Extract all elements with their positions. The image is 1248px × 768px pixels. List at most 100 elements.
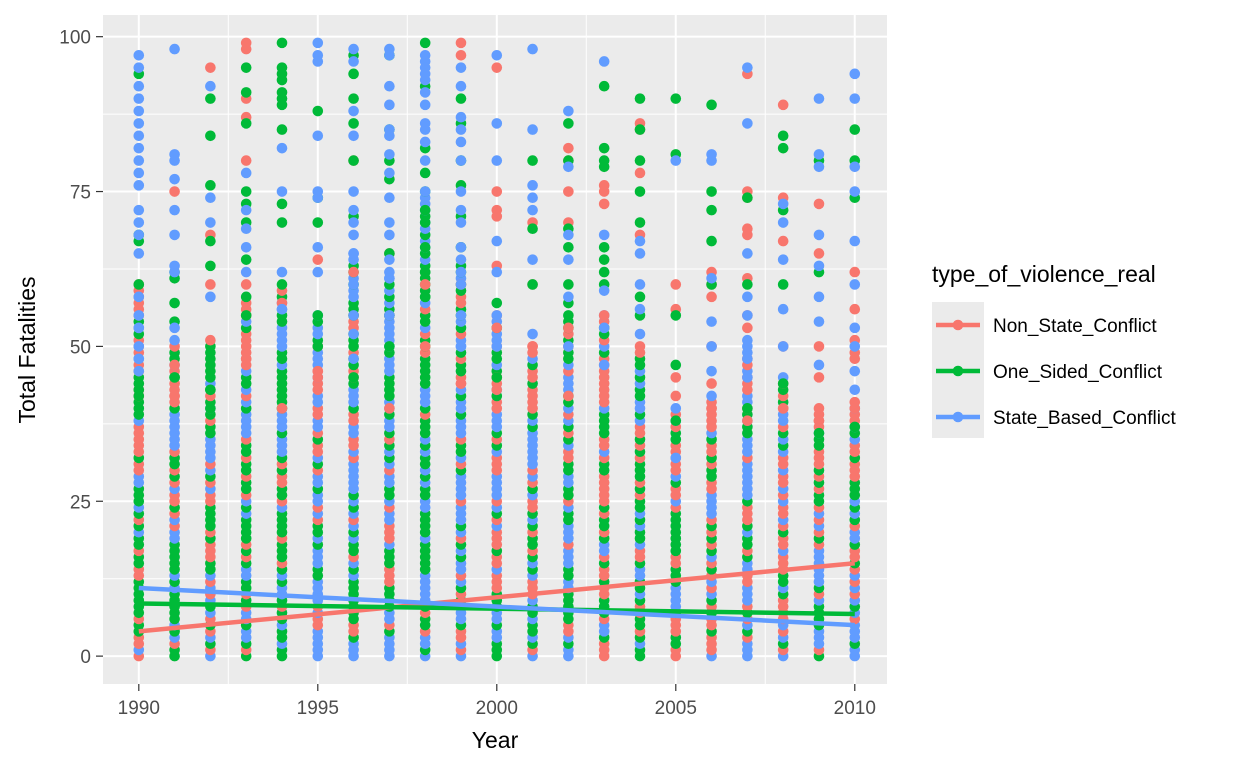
point-state-based-conflict [455, 155, 467, 166]
point-non-state-conflict [598, 198, 610, 210]
point-state-based-conflict [455, 80, 467, 92]
point-state-based-conflict [634, 279, 646, 290]
point-state-based-conflict [169, 266, 180, 278]
point-one-sided-conflict [563, 279, 574, 290]
y-tick-label: 25 [70, 492, 91, 513]
point-non-state-conflict [455, 378, 467, 389]
point-state-based-conflict [169, 155, 180, 166]
point-state-based-conflict [133, 105, 145, 117]
y-axis-title: Total Fatalities [14, 276, 40, 423]
point-state-based-conflict [419, 87, 431, 98]
point-state-based-conflict [455, 204, 467, 216]
point-state-based-conflict [706, 155, 717, 166]
point-state-based-conflict [455, 279, 467, 290]
legend-key-point [952, 365, 964, 377]
point-state-based-conflict [455, 124, 467, 135]
point-one-sided-conflict [706, 235, 717, 247]
point-state-based-conflict [670, 452, 682, 464]
point-one-sided-conflict [849, 124, 861, 135]
point-state-based-conflict [742, 372, 753, 383]
point-non-state-conflict [706, 291, 717, 303]
point-one-sided-conflict [205, 235, 216, 247]
point-non-state-conflict [205, 62, 216, 73]
point-state-based-conflict [849, 341, 861, 352]
point-one-sided-conflict [419, 204, 431, 216]
point-non-state-conflict [742, 229, 753, 241]
point-one-sided-conflict [813, 427, 825, 439]
point-state-based-conflict [742, 353, 753, 365]
point-state-based-conflict [133, 341, 145, 352]
point-state-based-conflict [742, 334, 753, 346]
point-state-based-conflict [563, 341, 574, 352]
point-state-based-conflict [348, 56, 359, 67]
point-one-sided-conflict [706, 204, 717, 216]
point-state-based-conflict [348, 186, 359, 197]
point-state-based-conflict [169, 204, 180, 216]
point-state-based-conflict [563, 291, 574, 303]
point-state-based-conflict [384, 99, 395, 111]
point-state-based-conflict [205, 217, 216, 228]
point-one-sided-conflict [491, 372, 503, 383]
point-one-sided-conflict [670, 359, 682, 371]
point-state-based-conflict [849, 322, 861, 334]
point-state-based-conflict [169, 322, 180, 334]
point-non-state-conflict [169, 359, 180, 371]
point-state-based-conflict [849, 384, 861, 396]
point-state-based-conflict [491, 266, 503, 278]
x-tick-label: 2005 [655, 698, 697, 719]
point-one-sided-conflict [240, 186, 252, 197]
point-state-based-conflict [563, 254, 574, 265]
point-state-based-conflict [384, 130, 395, 142]
point-state-based-conflict [419, 186, 431, 197]
data-points [133, 37, 861, 662]
point-one-sided-conflict [240, 291, 252, 303]
point-one-sided-conflict [276, 217, 288, 228]
x-tick-label: 1990 [118, 698, 160, 719]
point-non-state-conflict [348, 266, 359, 278]
point-non-state-conflict [563, 186, 574, 197]
point-state-based-conflict [384, 149, 395, 160]
point-one-sided-conflict [742, 403, 753, 414]
point-non-state-conflict [777, 403, 789, 414]
point-one-sided-conflict [312, 105, 324, 117]
point-state-based-conflict [598, 285, 610, 296]
point-state-based-conflict [133, 118, 145, 129]
trend-lines [138, 560, 855, 634]
point-one-sided-conflict [205, 130, 216, 142]
point-non-state-conflict [813, 248, 825, 259]
x-tick-label: 2000 [476, 698, 518, 719]
point-state-based-conflict [312, 130, 324, 142]
point-one-sided-conflict [706, 99, 717, 111]
point-one-sided-conflict [240, 254, 252, 265]
trend-line-non-state-conflict [138, 560, 855, 634]
point-one-sided-conflict [598, 80, 610, 92]
point-one-sided-conflict [419, 37, 431, 49]
legend-label: State_Based_Conflict [993, 408, 1176, 429]
point-non-state-conflict [563, 142, 574, 154]
point-one-sided-conflict [348, 372, 359, 383]
point-one-sided-conflict [205, 93, 216, 104]
point-one-sided-conflict [777, 378, 789, 389]
point-one-sided-conflict [276, 37, 288, 49]
point-one-sided-conflict [634, 93, 646, 104]
point-state-based-conflict [598, 322, 610, 334]
point-state-based-conflict [348, 353, 359, 365]
point-non-state-conflict [813, 341, 825, 352]
point-non-state-conflict [240, 279, 252, 290]
point-one-sided-conflict [777, 142, 789, 154]
point-state-based-conflict [348, 248, 359, 259]
point-state-based-conflict [312, 56, 324, 67]
point-one-sided-conflict [419, 266, 431, 278]
point-state-based-conflict [419, 74, 431, 86]
point-state-based-conflict [813, 260, 825, 272]
point-one-sided-conflict [384, 341, 395, 352]
point-non-state-conflict [205, 334, 216, 346]
point-state-based-conflict [527, 192, 538, 204]
point-one-sided-conflict [777, 279, 789, 290]
point-one-sided-conflict [598, 254, 610, 265]
point-one-sided-conflict [419, 217, 431, 228]
point-non-state-conflict [742, 322, 753, 334]
point-non-state-conflict [491, 62, 503, 73]
point-one-sided-conflict [348, 155, 359, 166]
